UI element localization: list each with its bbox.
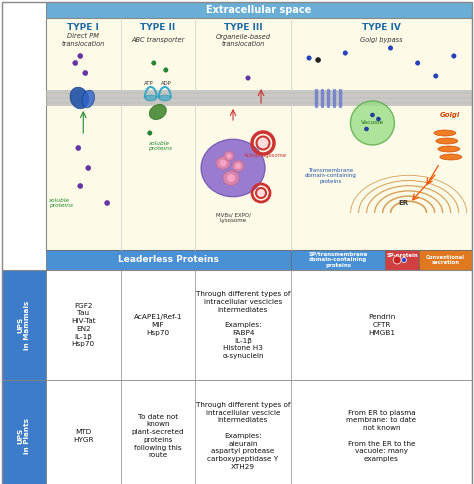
Circle shape xyxy=(73,60,78,65)
Text: UPS
in Mammals: UPS in Mammals xyxy=(18,301,30,349)
Text: Transmembrane
domain-containing
proteins: Transmembrane domain-containing proteins xyxy=(304,167,356,184)
Circle shape xyxy=(76,146,81,151)
Ellipse shape xyxy=(436,138,458,144)
Circle shape xyxy=(78,54,83,59)
Text: Golgi bypass: Golgi bypass xyxy=(360,37,403,43)
Ellipse shape xyxy=(216,157,230,169)
Text: SP/transmembrane
domain-containing
proteins: SP/transmembrane domain-containing prote… xyxy=(308,252,368,268)
Ellipse shape xyxy=(145,95,157,101)
Circle shape xyxy=(246,76,250,80)
Bar xyxy=(385,250,419,270)
Bar xyxy=(46,2,472,18)
Text: TYPE III: TYPE III xyxy=(224,22,262,31)
Text: Direct PM
translocation: Direct PM translocation xyxy=(62,33,105,46)
Bar xyxy=(2,380,46,484)
Ellipse shape xyxy=(440,154,462,160)
Text: To date not
known
plant-secreted
proteins
following this
route: To date not known plant-secreted protein… xyxy=(131,414,184,458)
Circle shape xyxy=(343,51,347,55)
Circle shape xyxy=(219,160,227,166)
Text: Conventional
secretion: Conventional secretion xyxy=(426,255,465,265)
Text: Golgi: Golgi xyxy=(440,112,460,118)
Text: Leaderless Proteins: Leaderless Proteins xyxy=(118,256,219,264)
Circle shape xyxy=(78,183,83,188)
Ellipse shape xyxy=(434,130,456,136)
Circle shape xyxy=(152,61,156,65)
Text: Pendrin
CFTR
HMGB1: Pendrin CFTR HMGB1 xyxy=(368,314,395,336)
Circle shape xyxy=(416,61,420,65)
Text: ATP: ATP xyxy=(144,81,154,86)
Circle shape xyxy=(235,163,241,169)
Text: ADP: ADP xyxy=(162,81,172,86)
Circle shape xyxy=(393,256,401,264)
Ellipse shape xyxy=(159,95,171,101)
Ellipse shape xyxy=(70,87,89,109)
Ellipse shape xyxy=(350,101,394,145)
Text: Extracellular space: Extracellular space xyxy=(206,5,311,15)
Circle shape xyxy=(316,58,320,62)
Text: MTD
HYGR: MTD HYGR xyxy=(73,429,93,443)
Circle shape xyxy=(434,74,438,78)
Text: AcAPE1/Ref-1
MIF
Hsp70: AcAPE1/Ref-1 MIF Hsp70 xyxy=(134,314,182,336)
Circle shape xyxy=(365,127,368,131)
Circle shape xyxy=(307,56,311,60)
Text: TYPE II: TYPE II xyxy=(140,22,175,31)
Bar xyxy=(46,90,472,106)
Text: soluble
proteins: soluble proteins xyxy=(49,197,73,209)
Text: UPS
in Plants: UPS in Plants xyxy=(18,418,30,454)
Text: From ER to plasma
membrane: to date
not known

From the ER to the
vacuole: many
: From ER to plasma membrane: to date not … xyxy=(346,410,417,462)
Text: Organelle-based
translocation: Organelle-based translocation xyxy=(216,33,271,46)
Ellipse shape xyxy=(223,171,239,185)
Circle shape xyxy=(227,174,235,182)
Text: Through different types of
intracellular vescicle
intermediates

Examples:
aleur: Through different types of intracellular… xyxy=(196,402,290,470)
Text: ABC transporter: ABC transporter xyxy=(131,37,184,43)
Ellipse shape xyxy=(82,90,94,108)
Bar xyxy=(2,270,472,484)
Ellipse shape xyxy=(224,151,234,161)
Text: Autophagosome: Autophagosome xyxy=(244,153,287,158)
Circle shape xyxy=(147,131,152,135)
Ellipse shape xyxy=(149,105,166,120)
Bar xyxy=(2,270,46,380)
Bar xyxy=(419,250,472,270)
Circle shape xyxy=(370,113,374,117)
Circle shape xyxy=(227,153,231,158)
Text: SP-protein: SP-protein xyxy=(386,253,418,257)
Circle shape xyxy=(164,68,168,72)
Bar xyxy=(46,250,291,270)
Text: soluble
proteins: soluble proteins xyxy=(148,140,172,151)
Ellipse shape xyxy=(201,139,265,197)
Text: MVBs/ EXPO/
Lysosome: MVBs/ EXPO/ Lysosome xyxy=(216,212,251,224)
Circle shape xyxy=(388,46,393,50)
Circle shape xyxy=(105,200,109,206)
Bar xyxy=(46,18,472,250)
Bar xyxy=(291,250,385,270)
Bar xyxy=(2,270,472,484)
Ellipse shape xyxy=(256,188,266,198)
Circle shape xyxy=(376,117,381,121)
Ellipse shape xyxy=(256,136,270,150)
Bar xyxy=(46,18,472,250)
Text: Vacuole: Vacuole xyxy=(361,121,384,125)
Circle shape xyxy=(83,71,88,76)
Circle shape xyxy=(401,257,407,262)
Text: TYPE I: TYPE I xyxy=(67,22,99,31)
Text: ER: ER xyxy=(399,200,409,206)
Text: TYPE IV: TYPE IV xyxy=(362,22,401,31)
Ellipse shape xyxy=(438,146,460,152)
Circle shape xyxy=(86,166,91,170)
Ellipse shape xyxy=(232,161,244,171)
Circle shape xyxy=(452,54,456,58)
Text: FGF2
Tau
HIV-Tat
EN2
IL-1β
Hsp70: FGF2 Tau HIV-Tat EN2 IL-1β Hsp70 xyxy=(71,302,96,348)
Text: Through different types of
intracellular vescicles
intermediates

Examples:
FABP: Through different types of intracellular… xyxy=(196,291,290,359)
